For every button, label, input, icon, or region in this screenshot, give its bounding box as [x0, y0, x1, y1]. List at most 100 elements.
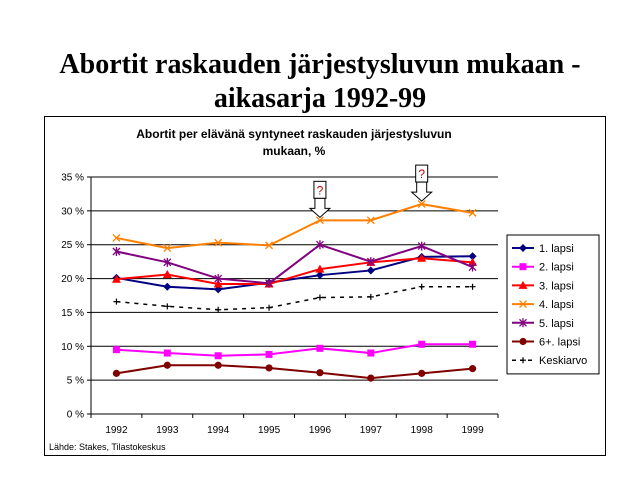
data-point	[418, 369, 426, 377]
data-point	[469, 340, 477, 348]
legend-item: 2. lapsi	[512, 262, 574, 274]
y-tick-label: 5 %	[67, 376, 84, 387]
y-tick-label: 15 %	[61, 308, 84, 319]
data-point	[112, 233, 121, 242]
series-line	[116, 364, 473, 380]
legend-label: 3. lapsi	[539, 280, 574, 292]
data-point	[214, 285, 223, 294]
data-point	[316, 369, 324, 377]
annotation-callout: ?	[410, 164, 433, 202]
data-point	[265, 278, 274, 288]
data-point	[265, 350, 273, 358]
data-point	[163, 361, 171, 369]
data-point	[367, 349, 375, 357]
data-point	[366, 216, 375, 225]
data-point	[163, 282, 172, 291]
legend-item: 3. lapsi	[512, 280, 574, 292]
legend-item: 1. lapsi	[512, 243, 574, 255]
data-point	[366, 257, 375, 267]
data-point	[214, 274, 223, 284]
annotation-callout: ?	[308, 180, 332, 219]
data-point	[111, 274, 121, 283]
data-point	[315, 216, 324, 225]
data-point	[163, 244, 172, 253]
series-line	[116, 203, 473, 250]
legend-item: Keskiarvo	[512, 355, 587, 367]
y-tick-label: 30 %	[61, 206, 84, 217]
slide-title: Abortit raskauden järjestysluvun mukaan …	[0, 48, 640, 116]
annotation-label: ?	[317, 183, 324, 197]
series-4-lapsi	[112, 200, 477, 253]
legend-label: 2. lapsi	[539, 262, 574, 274]
annotation-arrow	[308, 197, 332, 219]
legend-marker	[519, 244, 527, 252]
data-point	[315, 271, 324, 280]
series-2-lapsi	[112, 340, 477, 360]
chart-title-line2: mukaan, %	[263, 144, 326, 158]
data-point	[417, 253, 427, 262]
data-point	[367, 293, 374, 300]
x-tick-label: 1999	[461, 425, 484, 436]
data-point	[112, 369, 121, 377]
legend-item: 4. lapsi	[512, 299, 574, 311]
y-tick-label: 25 %	[61, 240, 84, 251]
series-keskiarvo	[113, 283, 476, 313]
y-tick-label: 35 %	[61, 173, 84, 184]
series-line	[116, 243, 473, 285]
chart-title-line1: Abortit per elävänä syntyneet raskauden …	[136, 127, 451, 141]
y-tick-label: 10 %	[61, 342, 84, 353]
data-point	[163, 257, 172, 267]
data-point	[265, 364, 273, 372]
data-point	[316, 344, 324, 352]
x-tick-label: 1994	[207, 425, 230, 436]
legend-marker	[518, 280, 528, 289]
legend-label: 1. lapsi	[539, 243, 574, 255]
y-tick-label: 0 %	[67, 410, 84, 421]
legend-marker	[519, 263, 527, 271]
data-point	[469, 283, 476, 290]
axes: 0 % 5 % 10 % 15 % 20 % 25 % 30 % 35 % 1992 1993 19…	[61, 173, 499, 436]
data-point	[468, 208, 477, 217]
annotations: ??	[308, 164, 433, 219]
legend-label: 4. lapsi	[539, 299, 574, 311]
x-tick-label: 1993	[156, 425, 179, 436]
legend-item: 5. lapsi	[512, 318, 574, 330]
data-point	[266, 304, 273, 311]
gridlines	[91, 176, 498, 381]
data-point	[418, 340, 426, 348]
data-point	[214, 238, 223, 247]
data-point	[315, 264, 325, 273]
line-chart: Abortit per elävänä syntyneet raskauden …	[49, 127, 600, 452]
data-point	[418, 283, 425, 290]
series-5-lapsi	[112, 240, 477, 288]
x-tick-label: 1998	[411, 425, 434, 436]
data-point	[214, 361, 222, 369]
slide-title-line1: Abortit raskauden järjestysluvun mukaan …	[59, 49, 581, 80]
data-point	[417, 241, 426, 251]
legend: 1. lapsi 2. lapsi 3. lapsi 4. lapsi 5. lapsi…	[506, 234, 600, 375]
data-point	[215, 306, 222, 313]
data-point	[164, 303, 171, 310]
data-point	[112, 346, 120, 354]
legend-marker	[519, 318, 527, 328]
annotation-label: ?	[418, 167, 425, 181]
legend-label: 6+. lapsi	[539, 337, 580, 349]
series-line	[116, 257, 473, 285]
legend-label: Keskiarvo	[539, 355, 587, 367]
data-point	[163, 349, 171, 357]
data-point	[162, 270, 172, 279]
legend-marker	[519, 337, 527, 346]
legend-label: 5. lapsi	[539, 318, 574, 330]
data-point	[468, 257, 478, 266]
data-point	[214, 352, 222, 360]
data-point	[417, 200, 426, 209]
data-point	[366, 266, 375, 275]
data-point	[213, 279, 223, 288]
legend-marker	[520, 357, 526, 364]
annotation-arrow	[410, 181, 433, 202]
data-point	[113, 298, 120, 305]
series-group	[111, 200, 478, 382]
data-point	[316, 294, 323, 301]
series-line	[116, 343, 473, 357]
legend-item: 6+. lapsi	[512, 337, 580, 349]
